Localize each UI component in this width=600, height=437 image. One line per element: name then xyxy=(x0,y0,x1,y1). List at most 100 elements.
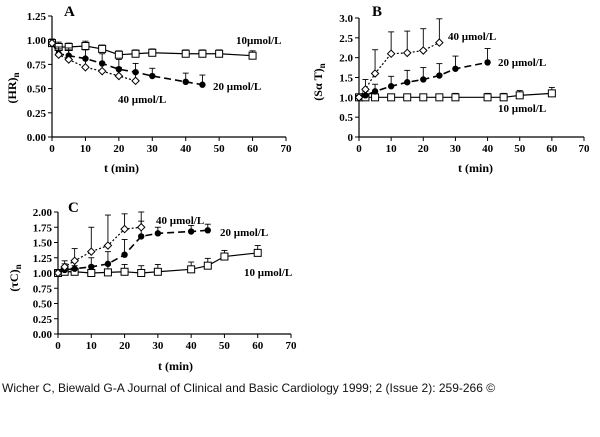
panel-a-series-10umol-point xyxy=(248,51,257,60)
panel-c-series-20umol-point xyxy=(88,263,95,271)
panel-a-annot-40: 40 µmol/L xyxy=(118,94,166,106)
panel-c-series-40umol-point xyxy=(53,268,63,278)
panel-b-series-40umol-point xyxy=(386,49,396,59)
panel-c-series-10umol-point xyxy=(253,248,262,257)
panel-b-series-20umol-point xyxy=(436,72,443,79)
panel-b-series-40umol-point xyxy=(370,69,380,78)
panel-c-series-20umol-line xyxy=(57,229,208,274)
panel-b-series-10umol-point xyxy=(547,89,556,98)
panel-b-series-10umol-point xyxy=(403,93,412,102)
panel-c-series-20umol-point xyxy=(104,260,112,268)
panel-c-xtick-label: 70 xyxy=(286,340,298,352)
panel-a-xtick-label: 50 xyxy=(214,143,226,155)
panel-c-xtick-label: 60 xyxy=(252,340,264,352)
panel-a-series-10umol-point xyxy=(114,50,123,59)
panel-a-ytick-label: 0.50 xyxy=(27,84,47,96)
panel-b-ytick-label: 3.0 xyxy=(339,13,353,25)
panel-a: A t (min) (HR)n 10µmol/L 20 µmol/L 40 µm… xyxy=(5,4,292,175)
citation-caption: Wicher C, Biewald G-A Journal of Clinica… xyxy=(2,381,496,395)
panel-c: C t (min) (τC)n 40 µmol/L 20 µmol/L 10 µ… xyxy=(7,200,297,373)
panel-c-series-40umol-point xyxy=(103,241,113,250)
panel-a-ytick-label: 0.25 xyxy=(27,108,47,120)
panel-c-series-10umol-point xyxy=(103,268,112,277)
panel-b-xtick-label: 70 xyxy=(579,143,591,155)
panel-b-ytick-label: 2.0 xyxy=(339,53,353,65)
panel-c-series-10umol-point xyxy=(203,261,212,270)
panel-a-series-40umol-point xyxy=(54,50,63,60)
panel-c-series-40umol-point xyxy=(70,256,79,266)
panel-b-series-40umol-point xyxy=(354,93,364,102)
panel-b-letter: B xyxy=(372,4,382,20)
panel-c-series-40umol-point xyxy=(136,222,146,232)
panel-b-ytick-label: 1.5 xyxy=(339,73,353,85)
panel-a-xtick-label: 20 xyxy=(113,143,125,155)
panel-c-series-10umol-point xyxy=(137,269,146,277)
panel-a-series-10umol-point xyxy=(215,49,224,58)
panel-a-series-10umol-point xyxy=(148,48,157,57)
panel-b-xtick-label: 50 xyxy=(514,143,526,155)
panel-c-ytick-label: 0.75 xyxy=(33,283,53,295)
panel-a-ytick-label: 0.75 xyxy=(27,59,47,71)
panel-b-series-20umol-point xyxy=(387,83,395,90)
panel-a-series-40umol-point xyxy=(97,66,107,76)
panel-a-annot-10: 10µmol/L xyxy=(236,35,281,47)
panel-a-series-40umol-point xyxy=(114,71,124,81)
panel-b-xlabel: t (min) xyxy=(458,161,493,175)
panel-b-series-10umol-point xyxy=(515,91,524,100)
panel-b-series-40umol-point xyxy=(418,46,428,55)
panel-c-ytick-label: 0.25 xyxy=(33,314,53,326)
panel-a-series-10umol-point xyxy=(181,49,190,58)
panel-a-series-20umol-point xyxy=(149,72,156,80)
panel-a-xtick-label: 0 xyxy=(49,143,55,155)
panel-c-ytick-label: 0.00 xyxy=(33,329,53,341)
panel-b-series-40umol-point xyxy=(435,38,444,47)
panel-a-series-40umol-line xyxy=(51,42,136,82)
panel-c-xtick-label: 0 xyxy=(55,340,61,352)
panel-c-xlabel: t (min) xyxy=(158,359,193,373)
panel-a-xtick-label: 30 xyxy=(147,143,159,155)
panel-c-series-10umol-point xyxy=(187,265,196,274)
panel-b-series-10umol-point xyxy=(419,93,428,102)
panel-c-letter: C xyxy=(68,200,79,216)
panel-a-letter: A xyxy=(64,4,75,20)
panel-c-ylabel: (τC)n xyxy=(7,264,23,291)
panel-b-ylabel: (Sα T)n xyxy=(311,63,327,100)
panel-a-series-40umol-point xyxy=(47,38,57,48)
panel-c-xtick-label: 50 xyxy=(219,340,231,352)
panel-a-series-20umol-point xyxy=(199,81,206,88)
panel-c-series-10umol-point xyxy=(220,252,229,261)
panel-c-annot-40: 40 µmol/L xyxy=(156,215,204,227)
panel-c-series-20umol-point xyxy=(138,233,145,240)
panel-a-series-10umol-point xyxy=(81,42,90,51)
panel-c-xtick-label: 40 xyxy=(186,340,198,352)
panel-b-xtick-label: 40 xyxy=(482,143,494,155)
panel-b-series-10umol-point xyxy=(451,93,460,102)
panel-b-annot-20: 20 µmol/L xyxy=(498,57,546,69)
panel-c-ytick-label: 1.75 xyxy=(33,222,53,234)
panel-b-series-20umol-point xyxy=(362,92,369,99)
panel-b-ytick-label: 2.5 xyxy=(339,33,353,45)
panel-b-ytick-label: 1.0 xyxy=(339,92,353,104)
panel-b-series-10umol-point xyxy=(387,93,396,102)
panel-a-xtick-label: 10 xyxy=(80,143,92,155)
panel-a-xtick-label: 60 xyxy=(247,143,259,155)
panel-a-xlabel: t (min) xyxy=(104,161,139,175)
panel-b-xtick-label: 30 xyxy=(450,143,462,155)
panel-a-series-20umol-point xyxy=(132,68,139,76)
panel-a-series-40umol-point xyxy=(64,55,74,64)
panel-c-series-20umol-point xyxy=(121,251,128,258)
panel-b: B t (min) (Sα T)n 40 µmol/L 20 µmol/L 10… xyxy=(311,4,590,175)
panel-a-xtick-label: 40 xyxy=(180,143,192,155)
panel-a-series-40umol-point xyxy=(131,76,140,86)
panel-c-series-40umol-point xyxy=(60,262,69,272)
panel-b-series-20umol-point xyxy=(404,79,411,86)
panel-a-ytick-label: 1.25 xyxy=(27,11,47,23)
panel-b-xtick-label: 20 xyxy=(418,143,430,155)
panel-c-series-40umol-point xyxy=(120,224,129,234)
panel-b-annot-10: 10 µmol/L xyxy=(498,103,546,115)
panel-c-ytick-label: 1.50 xyxy=(33,238,53,250)
panel-c-series-40umol-point xyxy=(86,247,96,256)
panel-b-xtick-label: 60 xyxy=(546,143,558,155)
panel-c-xtick-label: 20 xyxy=(119,340,131,352)
